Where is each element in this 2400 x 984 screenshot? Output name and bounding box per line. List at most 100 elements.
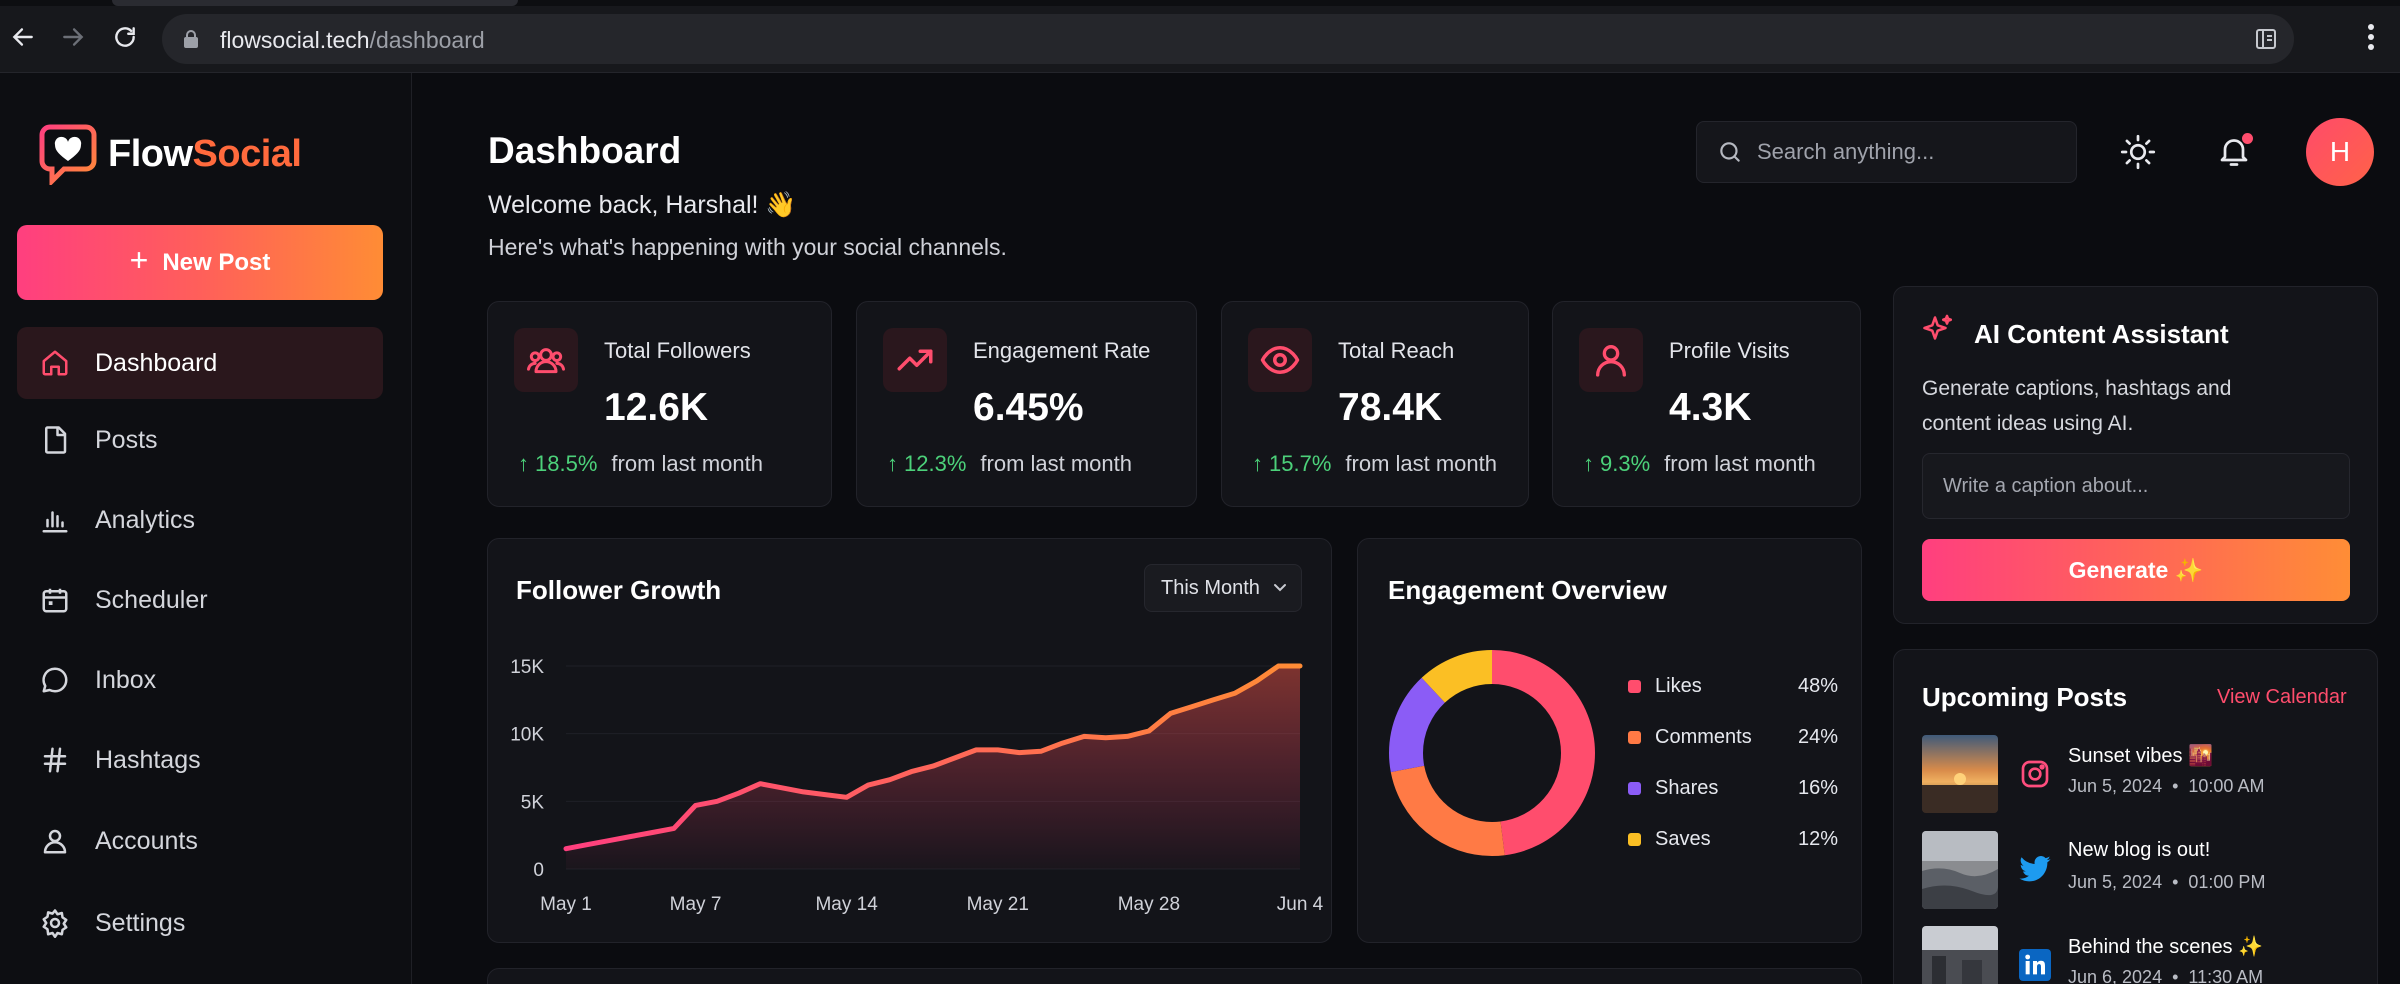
reload-icon[interactable] [110,22,140,52]
post-thumbnail [1922,926,1998,984]
stat-change: ↑ 15.7% from last month [1252,451,1497,476]
browser-menu-icon[interactable] [2366,22,2376,52]
app-logo[interactable]: FlowSocial [38,123,302,185]
x-tick-label: May 21 [967,894,1029,915]
calendar-icon [39,584,71,616]
trend-up-icon [883,328,947,392]
ai-assistant-card: AI Content Assistant Generate captions, … [1893,286,2378,624]
view-calendar-link[interactable]: View Calendar [2217,686,2347,708]
range-dropdown-label: This Month [1161,576,1260,599]
sidebar-item-label: Inbox [95,665,157,694]
stat-label: Engagement Rate [973,338,1151,363]
x-tick-label: May 28 [1118,894,1180,915]
user-icon [39,825,71,857]
browser-tab[interactable] [112,0,518,6]
stat-label: Profile Visits [1669,338,1790,363]
y-tick-label: 15K [510,657,544,678]
generate-button[interactable]: Generate ✨ [1922,539,2350,601]
reader-mode-icon[interactable] [2254,27,2278,51]
eye-icon [1248,328,1312,392]
arrow-up-icon: ↑ [887,451,898,476]
stat-label: Total Followers [604,338,751,363]
search-input[interactable] [1757,134,2057,170]
stat-label: Total Reach [1338,338,1455,363]
avatar[interactable]: H [2306,118,2374,186]
notification-bell-icon[interactable] [2216,132,2252,170]
hash-icon [39,744,71,776]
sidebar-item-settings[interactable]: Settings [17,887,383,959]
theme-toggle-icon[interactable] [2120,134,2156,170]
stat-card-reach: Total Reach 78.4K ↑ 15.7% from last month [1221,301,1529,507]
y-tick-label: 0 [533,860,544,881]
list-item[interactable]: New blog is out! Jun 5, 2024 • 01:00 PM [1922,831,2362,909]
sidebar-item-hashtags[interactable]: Hashtags [17,724,383,796]
tab-strip [0,0,2400,6]
sidebar-item-scheduler[interactable]: Scheduler [17,564,383,636]
chevron-down-icon [1273,583,1287,593]
donut-slice-shares [1389,650,1595,856]
legend-swatch [1628,832,1641,846]
sidebar-item-inbox[interactable]: Inbox [17,644,383,716]
donut-slice-comments [1389,650,1595,856]
legend-swatch [1628,730,1641,744]
sidebar-item-analytics[interactable]: Analytics [17,484,383,556]
donut-slice-saves [1389,650,1595,856]
upcoming-posts-title: Upcoming Posts [1922,682,2128,712]
new-post-button[interactable]: + New Post [17,225,383,300]
growth-line [563,663,1303,852]
users-icon [514,328,578,392]
notification-badge [2242,133,2253,144]
sidebar-item-label: Hashtags [95,745,201,774]
legend-item-shares: Shares 16% [1628,773,1838,803]
stat-value: 4.3K [1669,386,1752,429]
stat-value: 78.4K [1338,386,1443,429]
x-tick-label: May 7 [670,894,722,915]
post-thumbnail [1922,735,1998,813]
follower-growth-card: Follower Growth This Month 0 5K 10K 15K May… [487,538,1332,943]
user-icon [1579,328,1643,392]
stat-card-followers: Total Followers 12.6K ↑ 18.5% from last mo… [487,301,832,507]
message-icon [39,664,71,696]
forward-icon[interactable] [58,22,88,52]
x-tick-label: Jun 4 [1277,894,1324,915]
sidebar-item-dashboard[interactable]: Dashboard [17,327,383,399]
post-schedule: Jun 5, 2024 • 10:00 AM [2068,776,2265,796]
sidebar-item-posts[interactable]: Posts [17,404,383,476]
address-bar[interactable]: flowsocial.tech/dashboard [162,14,2294,64]
sidebar-item-accounts[interactable]: Accounts [17,805,383,877]
sidebar-item-label: Scheduler [95,585,208,614]
upcoming-posts-card: Upcoming Posts View Calendar Sunset vibe… [1893,649,2378,984]
post-thumbnail [1922,831,1998,909]
arrow-up-icon: ↑ [518,451,529,476]
post-title: Behind the scenes ✨ [2068,936,2264,958]
engagement-title: Engagement Overview [1388,575,1667,605]
welcome-message: Welcome back, Harshal! 👋 [488,191,797,219]
ai-assistant-title: AI Content Assistant [1974,319,2229,349]
y-tick-label: 5K [521,792,545,813]
legend-swatch [1628,781,1641,795]
follower-growth-title: Follower Growth [516,575,722,605]
list-item[interactable]: Sunset vibes 🌇 Jun 5, 2024 • 10:00 AM [1922,735,2362,813]
caption-input[interactable] [1922,453,2350,519]
sparkle-icon [1920,313,1956,349]
list-item[interactable]: Behind the scenes ✨ Jun 6, 2024 • 11:30 … [1922,926,2362,984]
post-title: New blog is out! [2068,839,2211,861]
arrow-up-icon: ↑ [1252,451,1263,476]
bar-chart-icon [39,504,71,536]
logo-text-flow: Flow [108,132,193,175]
stat-change: ↑ 12.3% from last month [887,451,1132,476]
search-box[interactable] [1696,121,2077,183]
sidebar-item-label: Dashboard [95,348,218,377]
new-post-label: New Post [162,248,271,276]
back-icon[interactable] [8,22,38,52]
y-tick-label: 10K [510,725,544,746]
legend-item-likes: Likes 48% [1628,671,1838,701]
sidebar-item-label: Settings [95,908,186,937]
sidebar-item-label: Accounts [95,826,198,855]
engagement-overview-card: Engagement Overview Likes 48% Comments 2… [1357,538,1862,943]
x-tick-label: May 14 [815,894,878,915]
plus-icon: + [129,242,149,278]
range-dropdown[interactable]: This Month [1144,564,1302,612]
logo-icon [39,124,97,185]
linkedin-icon [2018,948,2052,982]
